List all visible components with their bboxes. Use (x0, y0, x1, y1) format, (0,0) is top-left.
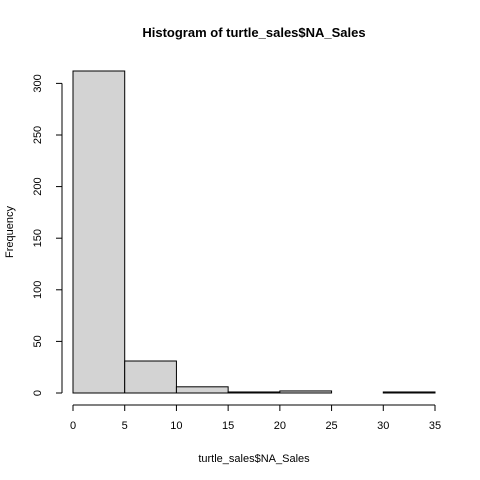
x-tick-label: 10 (170, 420, 182, 432)
histogram-bar-2 (175, 386, 229, 394)
y-axis: 0 50 100 150 200 250 300 (32, 74, 63, 396)
bars-group (72, 70, 436, 394)
histogram-bar-4 (279, 390, 333, 394)
histogram-bar-0 (72, 70, 126, 394)
y-tick-label: 300 (32, 74, 44, 92)
x-axis-label: turtle_sales$NA_Sales (198, 453, 310, 465)
histogram-bar-3 (227, 391, 281, 394)
x-tick-label: 15 (222, 420, 234, 432)
y-tick-label: 200 (32, 177, 44, 195)
y-tick-label: 150 (32, 229, 44, 247)
y-tick-label: 0 (32, 390, 44, 396)
x-tick-label: 20 (274, 420, 286, 432)
chart-title: Histogram of turtle_sales$NA_Sales (142, 25, 365, 40)
histogram-bar-1 (124, 360, 177, 394)
x-tick-label: 35 (429, 420, 441, 432)
y-tick-label: 50 (32, 335, 44, 347)
y-axis-label: Frequency (4, 206, 16, 258)
x-tick-label: 30 (377, 420, 389, 432)
y-tick-label: 250 (32, 126, 44, 144)
x-axis: 0 5 10 15 20 25 30 35 (70, 404, 441, 432)
histogram-bar-6 (382, 391, 436, 394)
x-tick-label: 25 (325, 420, 337, 432)
x-tick-label: 0 (70, 420, 76, 432)
x-tick-label: 5 (122, 420, 128, 432)
y-tick-label: 100 (32, 281, 44, 299)
